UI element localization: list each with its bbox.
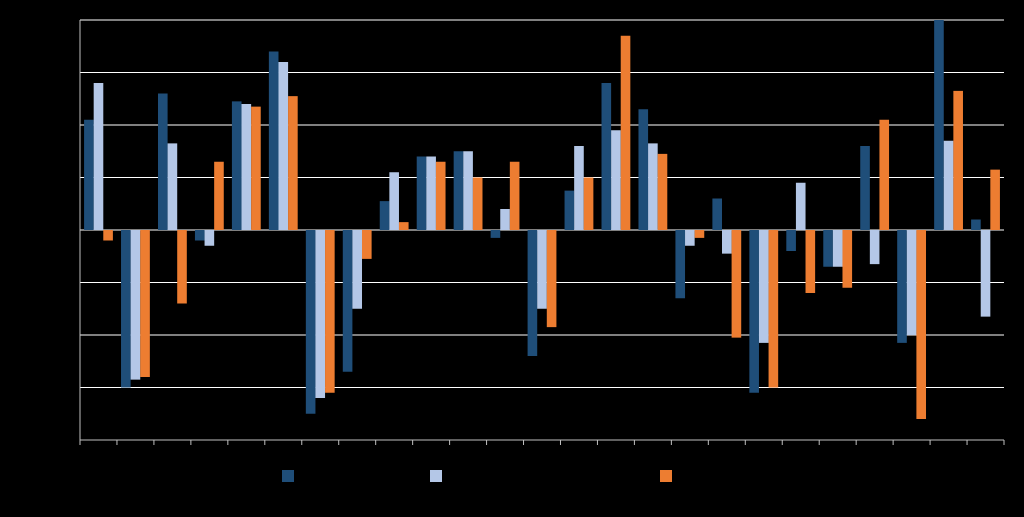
bar xyxy=(860,146,870,230)
bar xyxy=(537,230,547,309)
bar xyxy=(306,230,316,414)
bar xyxy=(944,141,954,230)
bar xyxy=(84,120,94,230)
y-tick-label: 0 xyxy=(66,225,72,237)
bar xyxy=(103,230,113,241)
bar xyxy=(417,157,427,231)
bar xyxy=(352,230,362,309)
bar xyxy=(205,230,215,246)
y-tick-label: -8 xyxy=(62,435,72,447)
bar xyxy=(214,162,224,230)
bar xyxy=(94,83,104,230)
y-tick-label: 6 xyxy=(66,68,72,80)
bar xyxy=(251,107,261,230)
y-tick-label: 2 xyxy=(66,173,72,185)
bar xyxy=(602,83,612,230)
bar xyxy=(675,230,685,298)
bar xyxy=(158,94,168,231)
bar xyxy=(823,230,833,267)
bar xyxy=(547,230,557,327)
bar xyxy=(749,230,759,393)
bar xyxy=(732,230,742,338)
chart-container: -8 -6 -4 -2 0 2 4 6 8 xyxy=(0,0,1024,517)
bar xyxy=(232,101,242,230)
bar xyxy=(870,230,880,264)
bar xyxy=(786,230,796,251)
bar xyxy=(648,143,658,230)
bar xyxy=(842,230,852,288)
bar xyxy=(343,230,353,372)
bar xyxy=(177,230,187,304)
legend-swatch xyxy=(430,470,442,482)
bar xyxy=(574,146,584,230)
bar xyxy=(195,230,205,241)
bar xyxy=(981,230,991,317)
bar xyxy=(907,230,917,335)
bar xyxy=(362,230,372,259)
bar xyxy=(454,151,464,230)
bar xyxy=(879,120,889,230)
bar xyxy=(121,230,131,388)
legend-swatch xyxy=(660,470,672,482)
bar xyxy=(584,178,594,231)
bar xyxy=(796,183,806,230)
bar xyxy=(565,191,575,230)
bar xyxy=(325,230,335,393)
bar xyxy=(916,230,926,419)
y-tick-label: -2 xyxy=(62,278,72,290)
bar xyxy=(685,230,695,246)
bar xyxy=(658,154,668,230)
bar xyxy=(140,230,150,377)
bar xyxy=(769,230,779,388)
bar xyxy=(168,143,178,230)
y-tick-label: 4 xyxy=(66,120,72,132)
bar xyxy=(278,62,288,230)
bar xyxy=(491,230,501,238)
bar xyxy=(399,222,409,230)
bar xyxy=(528,230,538,356)
bar xyxy=(638,109,648,230)
bar xyxy=(695,230,705,238)
bar xyxy=(759,230,769,343)
bar xyxy=(971,220,981,231)
bar xyxy=(621,36,631,230)
legend-swatch xyxy=(282,470,294,482)
bar xyxy=(463,151,473,230)
bar xyxy=(242,104,252,230)
y-tick-label: -4 xyxy=(62,330,72,342)
bar xyxy=(389,172,399,230)
bar xyxy=(833,230,843,267)
bar xyxy=(806,230,816,293)
bar xyxy=(269,52,279,231)
y-tick-label: 8 xyxy=(66,15,72,27)
bar xyxy=(712,199,722,231)
bar xyxy=(436,162,446,230)
bar xyxy=(990,170,1000,230)
bar xyxy=(315,230,325,398)
bar xyxy=(380,201,390,230)
bar xyxy=(934,20,944,230)
bar xyxy=(131,230,141,380)
bar xyxy=(897,230,907,343)
bar xyxy=(473,178,483,231)
bar xyxy=(288,96,298,230)
bar xyxy=(953,91,963,230)
grouped-bar-chart: -8 -6 -4 -2 0 2 4 6 8 xyxy=(0,0,1024,517)
y-tick-label: -6 xyxy=(62,383,72,395)
bar xyxy=(500,209,510,230)
bar xyxy=(722,230,732,254)
bar xyxy=(426,157,436,231)
bar xyxy=(510,162,520,230)
bar xyxy=(611,130,621,230)
